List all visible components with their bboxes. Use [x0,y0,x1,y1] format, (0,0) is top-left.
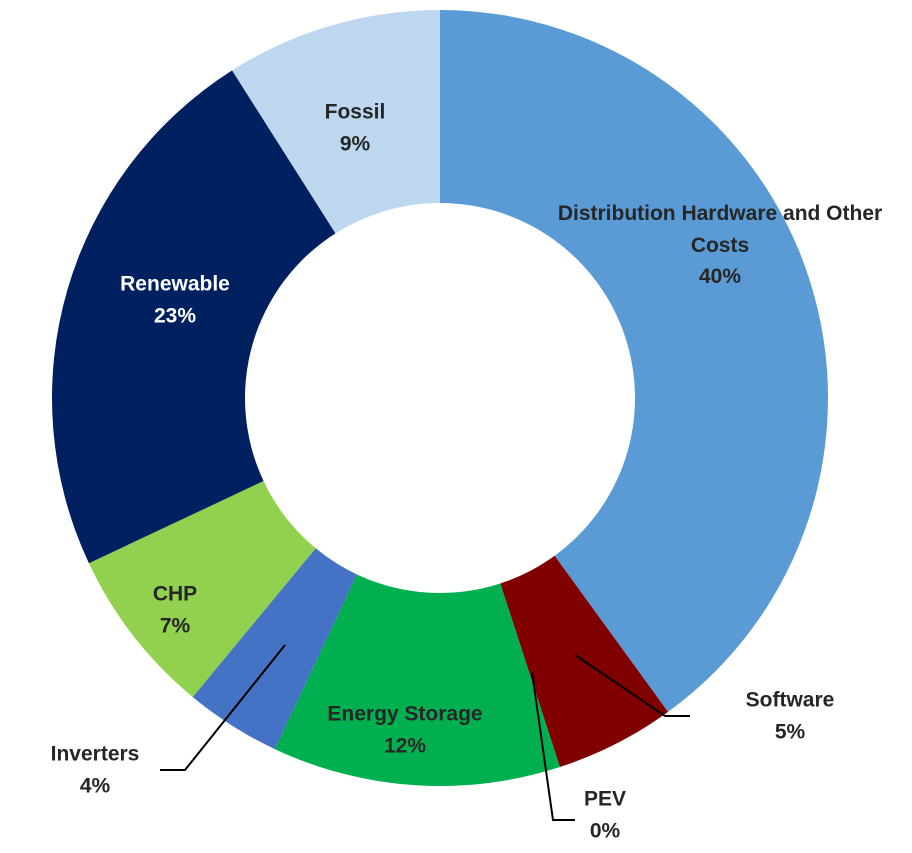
category-name: PEV [583,787,627,811]
data-label: CHP 7% [115,579,235,642]
value-label: 23% [153,304,197,327]
category-name: Renewable [120,272,230,296]
data-label: Inverters 4% [20,739,170,802]
donut-slice [440,10,828,712]
data-label: Software 5% [690,685,890,748]
slices [51,10,828,786]
leader-line [531,671,575,821]
category-name: Inverters [50,742,140,766]
category-name: Software [745,688,835,712]
data-label: Energy Storage 12% [295,699,515,762]
category-name: Energy Storage [327,702,483,726]
data-label: PEV 0% [555,784,655,847]
data-label: Fossil 9% [295,97,415,160]
donut-slice [88,481,316,697]
category-name: Distribution Hardware and Other Costs [557,201,883,257]
donut-slice [274,574,560,786]
value-label: 40% [698,264,742,288]
donut-slice [232,10,440,234]
donut-slice [51,70,336,564]
leader-line [160,644,286,771]
donut-slice [192,548,357,750]
category-name: Fossil [324,100,386,124]
value-label: 7% [159,614,191,637]
category-name: CHP [152,582,198,606]
value-label: 0% [589,819,621,842]
leader-line [574,654,690,717]
value-label: 4% [79,774,111,797]
data-label: Renewable 23% [85,269,265,332]
data-label: Distribution Hardware and Other Costs 40% [530,198,910,293]
value-label: 12% [383,734,427,757]
value-label: 9% [339,132,371,155]
value-label: 5% [774,720,806,743]
